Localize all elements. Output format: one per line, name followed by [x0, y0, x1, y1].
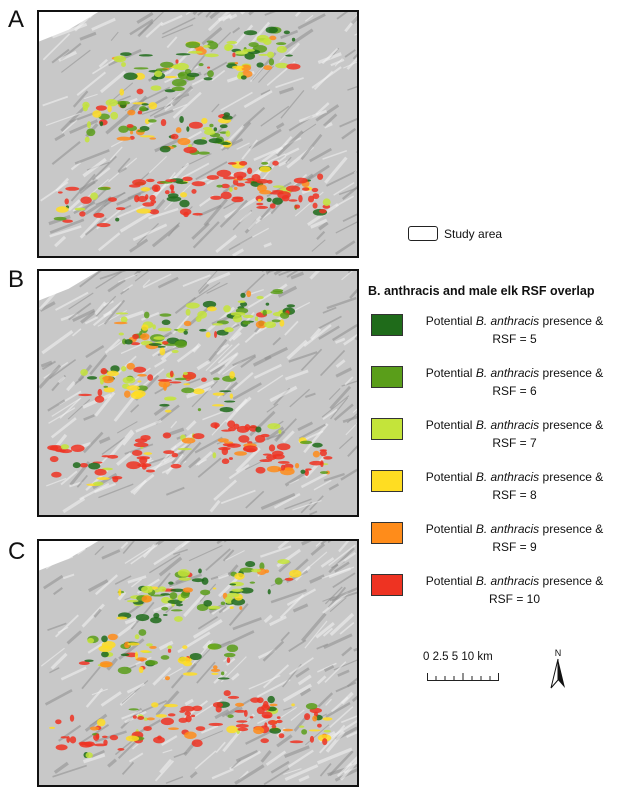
- legend-item-rsf-8: Potential B. anthracis presence &RSF = 8: [371, 468, 621, 502]
- north-arrow-icon: N: [548, 646, 568, 690]
- study-area-swatch: [408, 226, 438, 241]
- legend-swatch-rsf-6: [371, 366, 403, 388]
- legend-swatch-rsf-10: [371, 574, 403, 596]
- legend-label-rsf-7: Potential B. anthracis presence &RSF = 7: [407, 416, 622, 452]
- map-panel-b: [37, 269, 359, 517]
- legend-swatch-rsf-7: [371, 418, 403, 440]
- legend-swatch-rsf-9: [371, 522, 403, 544]
- legend-item-rsf-9: Potential B. anthracis presence &RSF = 9: [371, 520, 621, 554]
- legend-swatch-rsf-5: [371, 314, 403, 336]
- map-panel-c: [37, 539, 359, 787]
- scale-bar-graphic: [427, 673, 499, 681]
- study-area-label: Study area: [444, 227, 502, 241]
- legend-item-rsf-10: Potential B. anthracis presence &RSF = 1…: [371, 572, 621, 606]
- legend-swatch-rsf-8: [371, 470, 403, 492]
- scale-bar-label: 0 2.5 5 10 km: [423, 651, 523, 663]
- legend-label-rsf-5: Potential B. anthracis presence &RSF = 5: [407, 312, 622, 348]
- panel-letter-c: C: [8, 540, 25, 564]
- study-area-legend-row: Study area: [408, 226, 502, 241]
- legend-label-rsf-9: Potential B. anthracis presence &RSF = 9: [407, 520, 622, 556]
- map-a-svg: [39, 12, 357, 256]
- north-arrow-label: N: [555, 648, 562, 658]
- panel-letter-a: A: [8, 8, 24, 32]
- legend-item-rsf-7: Potential B. anthracis presence &RSF = 7: [371, 416, 621, 450]
- scale-bar: 0 2.5 5 10 km: [423, 651, 523, 691]
- map-panel-a: [37, 10, 359, 258]
- map-b-svg: [39, 271, 357, 515]
- legend-title: B. anthracis and male elk RSF overlap: [368, 284, 624, 298]
- legend-item-rsf-5: Potential B. anthracis presence &RSF = 5: [371, 312, 621, 346]
- map-c-svg: [39, 541, 357, 785]
- legend-label-rsf-6: Potential B. anthracis presence &RSF = 6: [407, 364, 622, 400]
- legend-label-rsf-8: Potential B. anthracis presence &RSF = 8: [407, 468, 622, 504]
- legend-label-rsf-10: Potential B. anthracis presence &RSF = 1…: [407, 572, 622, 608]
- legend-item-rsf-6: Potential B. anthracis presence &RSF = 6: [371, 364, 621, 398]
- panel-letter-b: B: [8, 268, 24, 292]
